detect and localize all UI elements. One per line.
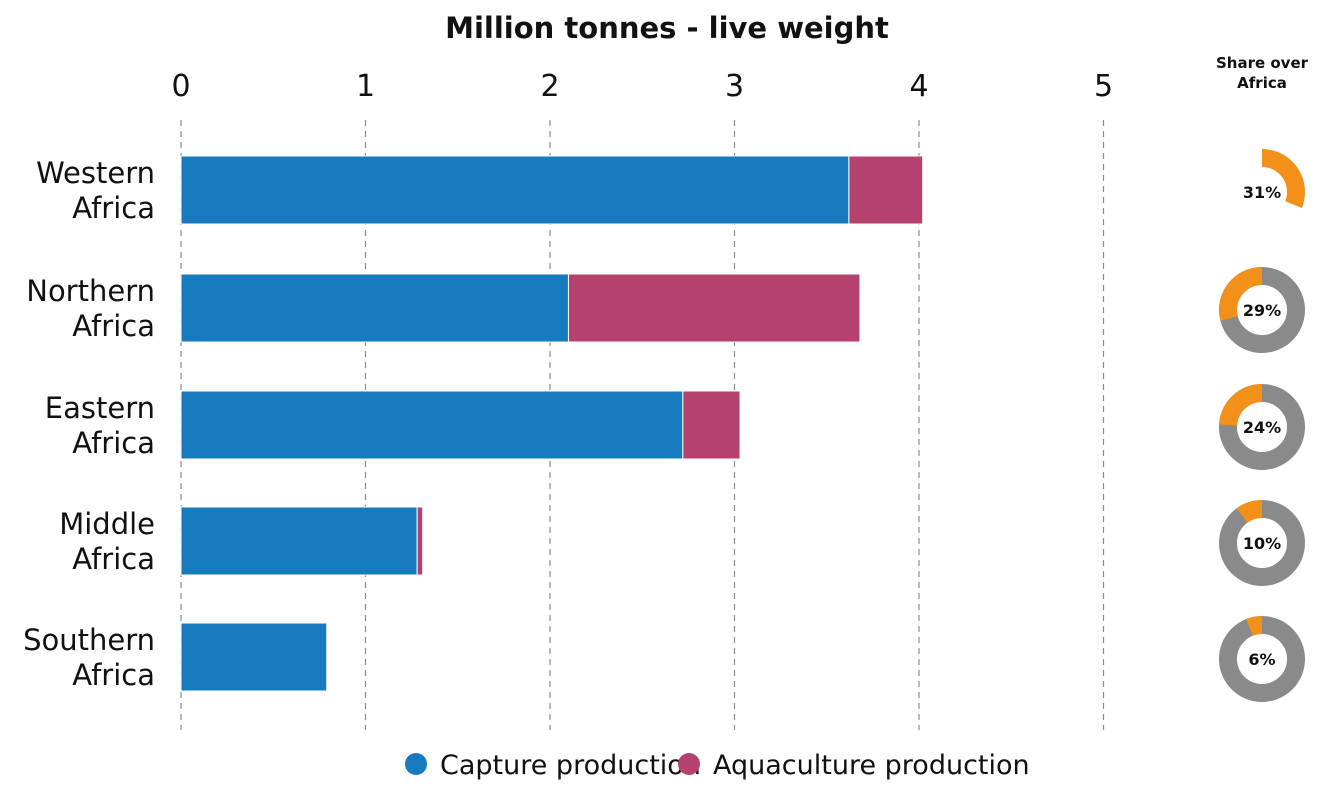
bar-aquaculture-1 bbox=[567, 273, 861, 343]
category-label-2: Eastern Africa bbox=[45, 391, 155, 460]
bar-capture-1 bbox=[180, 273, 569, 343]
donut-share-4 bbox=[1219, 616, 1305, 702]
legend: Capture production Aquaculture productio… bbox=[405, 750, 1030, 781]
legend-label-aquaculture: Aquaculture production bbox=[713, 750, 1030, 781]
legend-swatch-capture bbox=[405, 753, 427, 775]
category-label-1: Northern Africa bbox=[26, 274, 155, 343]
share-donut-2: 24% bbox=[1219, 384, 1305, 470]
bar-capture-4 bbox=[180, 622, 328, 692]
share-label-1: 29% bbox=[1243, 301, 1281, 320]
x-tick-label-0: 0 bbox=[171, 69, 190, 104]
bar-aquaculture-0 bbox=[848, 155, 924, 225]
share-donut-4: 6% bbox=[1219, 616, 1305, 702]
bar-aquaculture-2 bbox=[682, 390, 741, 460]
x-tick-label-1: 1 bbox=[356, 69, 375, 104]
share-donut-1: 29% bbox=[1219, 267, 1305, 353]
x-tick-label-4: 4 bbox=[909, 69, 928, 104]
category-label-4: Southern Africa bbox=[23, 623, 155, 692]
share-label-2: 24% bbox=[1243, 418, 1281, 437]
share-title-line-1: Share over bbox=[1216, 54, 1309, 72]
legend-label-capture: Capture production bbox=[440, 750, 701, 781]
donut-share-1 bbox=[1219, 267, 1305, 353]
share-label-3: 10% bbox=[1243, 534, 1281, 553]
bars bbox=[180, 155, 924, 692]
x-axis-ticks: 0 1 2 3 4 5 bbox=[171, 69, 1113, 104]
bar-capture-2 bbox=[180, 390, 684, 460]
x-tick-label-3: 3 bbox=[725, 69, 744, 104]
share-donut-3: 10% bbox=[1219, 500, 1305, 586]
share-title-line-2: Africa bbox=[1237, 74, 1287, 92]
share-label-0: 31% bbox=[1243, 183, 1281, 202]
donut-share-3 bbox=[1219, 500, 1305, 586]
bar-capture-0 bbox=[180, 155, 850, 225]
legend-swatch-aquaculture bbox=[678, 753, 700, 775]
category-label-0: Western Africa bbox=[36, 156, 155, 225]
x-tick-label-2: 2 bbox=[540, 69, 559, 104]
bar-capture-3 bbox=[180, 506, 418, 576]
donut-share-2 bbox=[1219, 384, 1305, 470]
share-donut-0: 31% bbox=[1219, 149, 1305, 235]
category-label-3: Middle Africa bbox=[59, 507, 155, 576]
bar-aquaculture-3 bbox=[416, 506, 424, 576]
share-label-4: 6% bbox=[1248, 650, 1275, 669]
share-header: Share over Africa bbox=[1216, 54, 1309, 92]
category-labels: Western Africa Northern Africa Eastern Africa… bbox=[23, 156, 155, 692]
donut-share-0 bbox=[1219, 149, 1305, 235]
share-donuts: 31% 29% 24% 10% 6% bbox=[1219, 149, 1305, 702]
chart-title: Million tonnes - live weight bbox=[445, 11, 889, 45]
x-tick-label-5: 5 bbox=[1094, 69, 1113, 104]
